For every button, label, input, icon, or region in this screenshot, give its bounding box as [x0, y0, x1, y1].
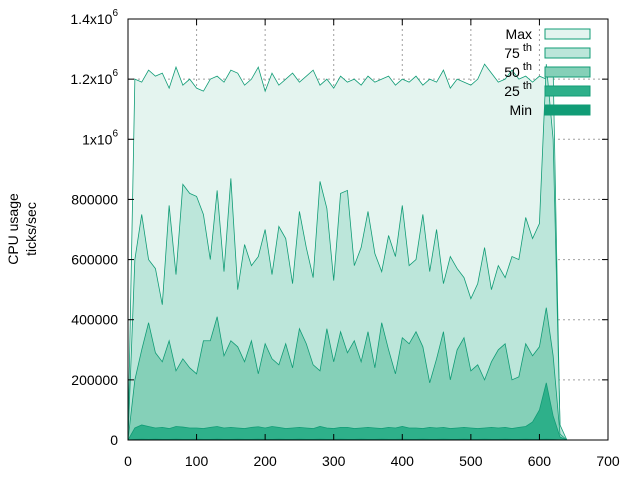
plot-frame	[127, 18, 609, 441]
x-axis-tick-labels: 0 100 200 300 400 500 600 700	[124, 453, 620, 469]
legend-label: Max	[506, 26, 532, 42]
area-edge-line	[127, 307, 568, 441]
y-axis-tick-labels: 0 200000 400000 600000 800000 1x106 1.2x106 1.4…	[70, 8, 118, 448]
x-tick-label: 300	[322, 453, 346, 469]
y-tick-label: 600000	[71, 252, 118, 268]
x-tick-label: 600	[528, 453, 552, 469]
y-axis-title-line-1: CPU usage	[5, 193, 21, 265]
legend-swatch	[544, 104, 591, 116]
area-series	[127, 63, 568, 441]
area-75-th	[128, 64, 567, 441]
x-tick-label: 0	[124, 453, 132, 469]
area-edge-line	[127, 64, 568, 441]
x-tick-label: 500	[459, 453, 483, 469]
legend-swatch	[544, 47, 591, 59]
legend-label: Min	[509, 102, 532, 118]
area-25-th	[128, 382, 567, 440]
area-edge-line	[127, 438, 567, 441]
y-tick-label: 1.4x106	[70, 8, 118, 27]
axis-ticks	[127, 18, 609, 441]
y-tick-label: 800000	[71, 191, 118, 207]
legend-swatch	[544, 28, 591, 40]
y-tick-label: 1x106	[82, 128, 118, 147]
y-tick-label: 400000	[71, 312, 118, 328]
legend-swatch	[544, 85, 591, 97]
x-tick-label: 100	[185, 453, 209, 469]
y-tick-label: 0	[110, 432, 118, 448]
y-axis-title-line-2: ticks/sec	[23, 202, 39, 256]
x-tick-label: 400	[391, 453, 415, 469]
legend-swatch	[544, 66, 591, 78]
x-tick-label: 200	[253, 453, 277, 469]
y-axis-title: CPU usage ticks/sec	[5, 193, 39, 265]
area-edge-line	[127, 63, 568, 441]
y-tick-label: 200000	[71, 372, 118, 388]
area-edge-line	[127, 382, 568, 441]
area-50-th	[128, 307, 567, 440]
y-tick-label: 1.2x106	[70, 68, 118, 87]
x-tick-label: 700	[596, 453, 620, 469]
